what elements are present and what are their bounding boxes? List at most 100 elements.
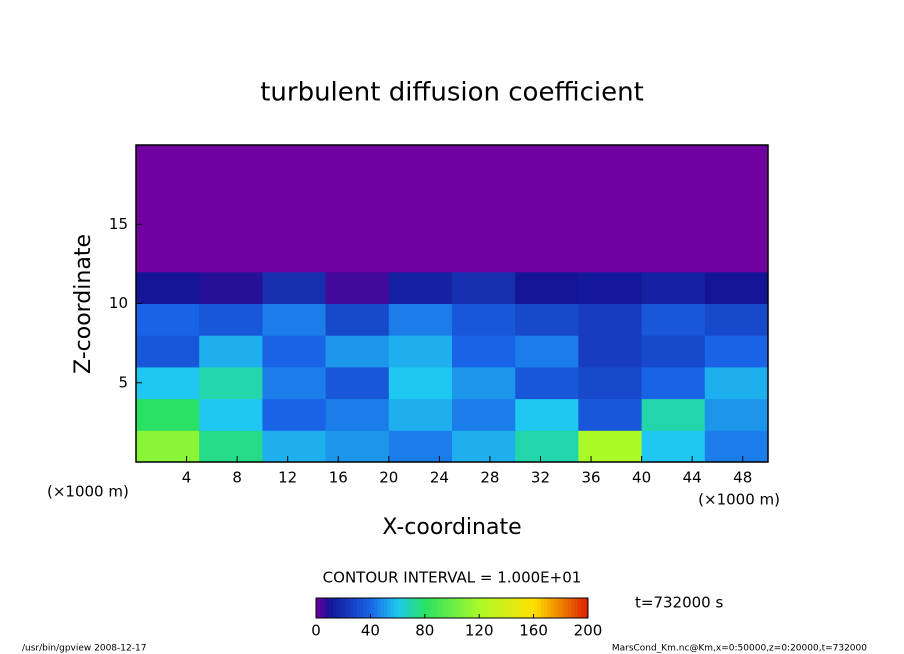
colorbar-swatch [452, 598, 456, 618]
x-tick-label: 16 [329, 469, 348, 487]
colorbar-swatch [472, 598, 477, 618]
field-cell [199, 430, 263, 463]
colorbar-swatch [469, 598, 473, 618]
colorbar-swatch [455, 598, 460, 618]
colorbar-swatch [509, 598, 514, 618]
field-cell [262, 271, 327, 304]
field-cell [262, 430, 327, 463]
colorbar-swatch [322, 598, 327, 618]
field-cell [578, 271, 643, 304]
colorbar-tick-label: 40 [361, 622, 380, 640]
colorbar-swatch [516, 598, 521, 618]
field-cell [262, 240, 327, 273]
field-cell [388, 430, 453, 463]
colorbar-swatch [373, 598, 378, 618]
field-cell [515, 366, 579, 400]
colorbar-swatch [584, 598, 589, 618]
y-unit-label: (×1000 m) [47, 483, 129, 501]
colorbar-swatch [360, 598, 364, 618]
colorbar-swatch [356, 598, 361, 618]
field-cell [578, 335, 643, 368]
colorbar-tick-label: 80 [415, 622, 434, 640]
colorbar-swatch [363, 598, 368, 618]
colorbar-swatch [574, 598, 579, 618]
colorbar-swatch [350, 598, 354, 618]
x-tick-label: 40 [632, 469, 651, 487]
field-cell [704, 335, 769, 368]
field-cell [325, 398, 390, 431]
field-cell [388, 145, 453, 178]
field-cell [388, 366, 453, 400]
field-cell [388, 208, 453, 241]
field-cell [262, 366, 327, 400]
field-cell [136, 271, 200, 304]
colorbar-swatch [557, 598, 562, 618]
field-cell [136, 335, 200, 368]
colorbar-swatch [343, 598, 347, 618]
footer-left: /usr/bin/gpview 2008-12-17 [22, 644, 146, 654]
field-cell [578, 208, 643, 241]
colorbar-swatch [438, 598, 443, 618]
colorbar-swatch [520, 598, 524, 618]
colorbar-swatch [479, 598, 483, 618]
field-cell [388, 240, 453, 273]
field-cell [136, 430, 200, 463]
field-cell [515, 240, 579, 273]
colorbar-swatch [496, 598, 500, 618]
field-cell [325, 366, 390, 400]
colorbar-swatch [390, 598, 395, 618]
field-cell [704, 176, 769, 209]
field-cell [578, 430, 643, 463]
colorbar-swatch [411, 598, 415, 618]
field-cell [325, 240, 390, 273]
colorbar-swatch [336, 598, 341, 618]
field-cell [515, 176, 579, 209]
field-cell [199, 335, 263, 368]
x-tick-label: 36 [581, 469, 600, 487]
field-cell [452, 240, 516, 273]
field-cell [136, 366, 200, 400]
colorbar-swatch [326, 598, 330, 618]
field-cell [262, 335, 327, 368]
colorbar-swatch [550, 598, 555, 618]
field-cell [515, 271, 579, 304]
y-tick-label: 10 [109, 294, 128, 312]
colorbar-swatch [394, 598, 398, 618]
field-cell [325, 145, 390, 178]
contour-interval: CONTOUR INTERVAL = 1.000E+01 [323, 569, 582, 587]
x-tick-label: 8 [232, 469, 242, 487]
colorbar-swatch [397, 598, 402, 618]
x-axis-label: X-coordinate [382, 515, 521, 540]
colorbar-swatch [431, 598, 436, 618]
field-cell [199, 303, 263, 336]
colorbar-swatch [414, 598, 419, 618]
colorbar-swatch [577, 598, 582, 618]
colorbar-swatch [370, 598, 375, 618]
colorbar-swatch [404, 598, 409, 618]
field-cell [199, 271, 263, 304]
field-cell [452, 366, 516, 400]
colorbar-swatch [316, 598, 320, 618]
colorbar-swatch [526, 598, 531, 618]
field-cell [452, 335, 516, 368]
x-tick-label: 4 [182, 469, 192, 487]
field-cell [325, 208, 390, 241]
field-cell [704, 303, 769, 336]
field-cell [578, 398, 643, 431]
field-cell [515, 335, 579, 368]
colorbar-swatch [537, 598, 541, 618]
field-cell [641, 240, 706, 273]
field-cell [641, 176, 706, 209]
field-cell [641, 145, 706, 178]
field-cell [578, 145, 643, 178]
colorbar-swatch [384, 598, 388, 618]
field-cell [641, 398, 706, 431]
colorbar-frame [315, 597, 589, 619]
colorbar-tick-label: 200 [574, 622, 603, 640]
colorbar-swatch [482, 598, 487, 618]
field-cell [199, 240, 263, 273]
field-cell [388, 303, 453, 336]
colorbar-swatch [458, 598, 463, 618]
colorbar-swatch [441, 598, 446, 618]
